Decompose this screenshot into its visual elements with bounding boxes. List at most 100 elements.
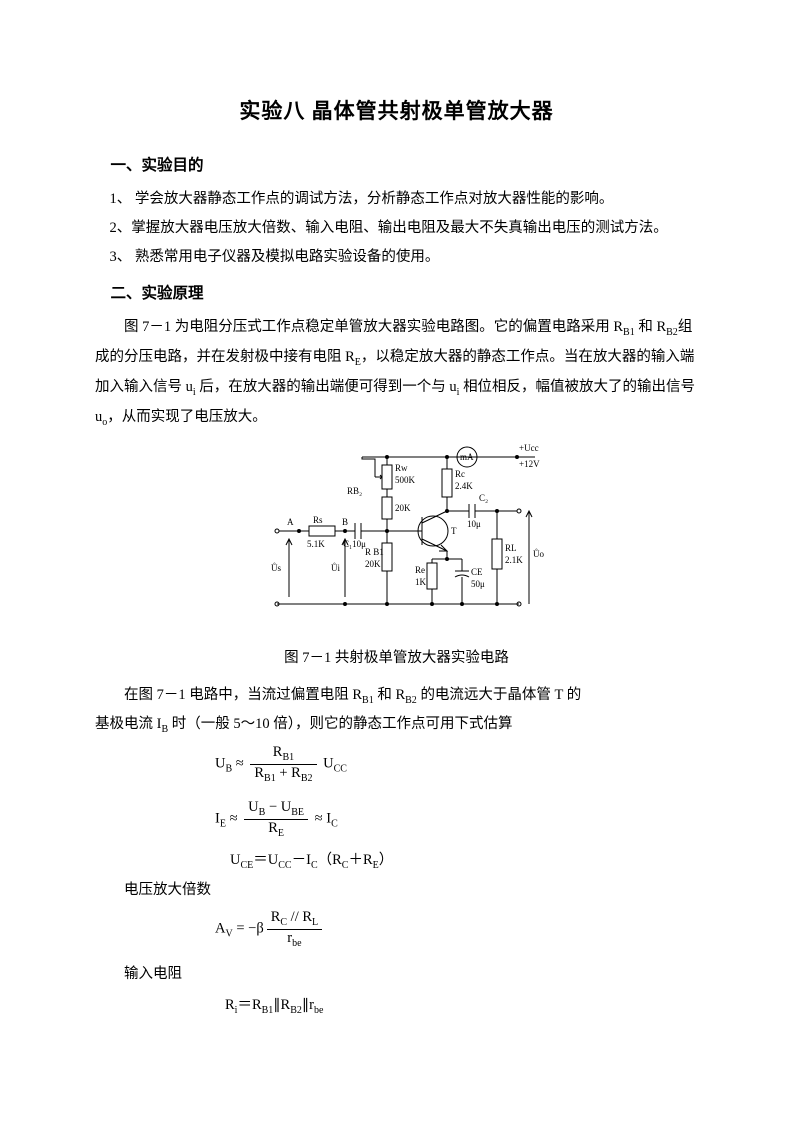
section1-item1: 1、 学会放大器静态工作点的调试方法，分析静态工作点对放大器性能的影响。 (95, 185, 698, 214)
svg-text:+Ucc: +Ucc (519, 443, 539, 453)
svg-text:1K: 1K (415, 577, 427, 587)
para2-c: 的电流远大于晶体管 T 的 (417, 687, 581, 703)
f3-sub: CE (240, 860, 253, 871)
f1-approx: ≈ (232, 756, 247, 772)
f1-den-sub1: B1 (264, 773, 276, 784)
f4-lhs-sub: V (225, 928, 232, 939)
f4-num-a: R (271, 909, 281, 925)
f5-eq: ＝R (237, 997, 261, 1013)
svg-text:T: T (451, 526, 457, 536)
svg-text:50μ: 50μ (471, 579, 485, 589)
f5-par1: ∥R (273, 997, 290, 1013)
f1-num-sub: B1 (282, 752, 294, 763)
sub-b1: B1 (623, 327, 635, 338)
sub-b2b: B2 (405, 694, 417, 705)
circuit-caption: 图 7－1 共射极单管放大器实验电路 (95, 644, 698, 673)
para1-b: 和 R (635, 319, 666, 335)
svg-text:RL: RL (505, 543, 517, 553)
para1-g: ，从而实现了电压放大。 (107, 409, 267, 425)
formula-ri: Ri＝RB1∥RB2∥rbe (225, 991, 698, 1021)
f3-minus: －I (292, 852, 311, 868)
label-av: 电压放大倍数 (124, 876, 698, 905)
svg-text:Rs: Rs (313, 515, 323, 525)
svg-text:20K: 20K (395, 503, 411, 513)
f1-frac: RB1RB1 + RB2 (250, 744, 316, 785)
section2-para3: 基极电流 IB 时（一般 5～10 倍），则它的静态工作点可用下式估算 (95, 710, 698, 740)
f2-frac: UB − UBERE (244, 799, 308, 840)
para3-a: 基极电流 I (95, 716, 161, 732)
f3-sub3: C (311, 860, 318, 871)
f2-den: R (268, 820, 278, 836)
page-title: 实验八 晶体管共射极单管放大器 (95, 90, 698, 132)
svg-text:20K: 20K (365, 559, 381, 569)
f1-den-sub2: B2 (301, 773, 313, 784)
f1-den-plus: + R (276, 765, 301, 781)
f2-num-sub2: BE (291, 807, 304, 818)
svg-text:C₁10μ: C₁10μ (343, 539, 366, 549)
svg-text:+12V: +12V (519, 459, 540, 469)
f2-approx: ≈ (226, 811, 241, 827)
svg-text:2.4K: 2.4K (455, 481, 473, 491)
para2-b: 和 R (374, 687, 405, 703)
sub-b1b: B1 (362, 694, 374, 705)
svg-text:2.1K: 2.1K (505, 555, 523, 565)
svg-text:Re: Re (415, 565, 425, 575)
f4-den-sub: be (292, 938, 301, 949)
circuit-diagram: +Ucc +12V mA Rc 2.4K Rw 500K RB₂ (95, 439, 698, 640)
f1-num-a: R (273, 744, 283, 760)
svg-text:Ůs: Ůs (271, 563, 281, 573)
svg-text:500K: 500K (395, 475, 416, 485)
svg-text:R B1: R B1 (365, 547, 384, 557)
para1-a: 图 7－1 为电阻分压式工作点稳定单管放大器实验电路图。它的偏置电路采用 R (124, 319, 623, 335)
svg-text:Ůo: Ůo (533, 549, 544, 559)
f4-lhs: A (215, 921, 225, 937)
f3-close: ） (379, 852, 394, 868)
sub-b2: B2 (666, 327, 678, 338)
para1-e: 后，在放大器的输出端便可得到一个与 u (196, 379, 457, 395)
f5-par2: ∥r (302, 997, 314, 1013)
f3-paren: （R (318, 852, 342, 868)
section1-heading: 一、实验目的 (95, 150, 698, 181)
formula-uce: UCE＝UCC－IC（RC＋RE） (230, 852, 698, 872)
section2-heading: 二、实验原理 (95, 278, 698, 309)
formula-av: AV = −βRC // RLrbe (215, 909, 698, 950)
f1-rhs: U (320, 756, 334, 772)
f2-num-a: U (248, 799, 258, 815)
f5-sub2: B1 (262, 1004, 274, 1015)
svg-text:A: A (287, 517, 294, 527)
svg-text:B: B (342, 517, 348, 527)
para2-a: 在图 7－1 电路中，当流过偏置电阻 R (124, 687, 362, 703)
f4-eq: = −β (233, 921, 264, 937)
f5-sub4: be (314, 1004, 323, 1015)
svg-text:C₂: C₂ (479, 493, 488, 503)
f3: U (230, 852, 240, 868)
f2-num-minus: − U (265, 799, 291, 815)
formula-ie: IE ≈ UB − UBERE ≈ IC (215, 799, 698, 840)
svg-text:5.1K: 5.1K (307, 539, 325, 549)
f5-a: R (225, 997, 235, 1013)
f4-frac: RC // RLrbe (267, 909, 322, 950)
f2-den-sub: E (278, 828, 284, 839)
svg-text:CE: CE (471, 567, 483, 577)
section1-item3: 3、 熟悉常用电子仪器及模拟电路实验设备的使用。 (95, 243, 698, 272)
f3-plus: ＋R (348, 852, 372, 868)
f3-sub2: CC (278, 860, 291, 871)
formula-ub: UB ≈ RB1RB1 + RB2 UCC (215, 744, 698, 785)
svg-text:Rc: Rc (455, 469, 465, 479)
f1-den-a: R (254, 765, 264, 781)
section2-para1: 图 7－1 为电阻分压式工作点稳定单管放大器实验电路图。它的偏置电路采用 RB1… (95, 313, 698, 433)
svg-text:10μ: 10μ (467, 519, 481, 529)
f4-num-par: // R (287, 909, 312, 925)
svg-text:mA: mA (460, 452, 474, 462)
svg-text:Ůi: Ůi (331, 563, 340, 573)
f2-rhs-sub: C (331, 819, 338, 830)
svg-text:RB₂: RB₂ (347, 486, 362, 496)
section1-item2: 2、掌握放大器电压放大倍数、输入电阻、输出电阻及最大不失真输出电压的测试方法。 (95, 214, 698, 243)
section2-para2: 在图 7－1 电路中，当流过偏置电阻 RB1 和 RB2 的电流远大于晶体管 T… (95, 681, 698, 711)
f1-rhs-sub: CC (334, 764, 347, 775)
f1-lhs: U (215, 756, 225, 772)
f4-num-sub2: L (312, 917, 318, 928)
f3-eq: ＝U (253, 852, 278, 868)
circuit-svg: +Ucc +12V mA Rc 2.4K Rw 500K RB₂ (247, 439, 547, 629)
f2-approx2: ≈ I (311, 811, 331, 827)
